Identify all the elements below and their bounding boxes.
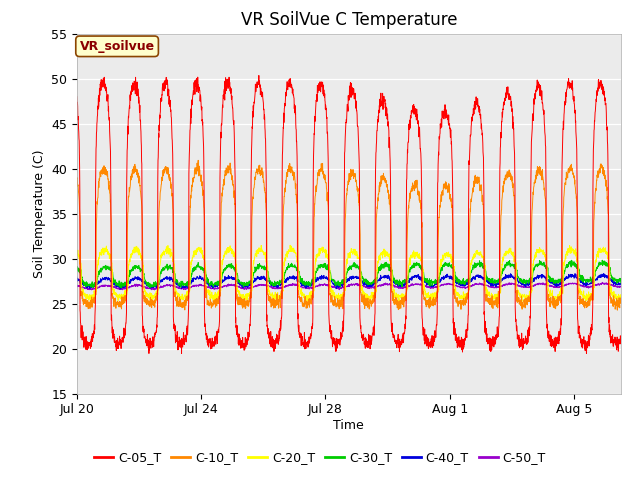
C-20_T [617, 292, 625, 298]
C-05_T [553, 337, 561, 343]
C-30_T [362, 281, 370, 287]
C-10_T [362, 300, 370, 306]
C-20_T [273, 295, 280, 301]
C-20_T [458, 292, 465, 298]
C-20_T [73, 251, 81, 256]
C-40_T [617, 280, 625, 286]
Line: C-20_T: C-20_T [77, 245, 621, 301]
Line: C-10_T: C-10_T [77, 160, 621, 310]
C-05_T [556, 329, 564, 335]
C-05_T [273, 340, 281, 346]
Title: VR SoilVue C Temperature: VR SoilVue C Temperature [241, 11, 457, 29]
C-50_T [599, 279, 607, 285]
Line: C-40_T: C-40_T [77, 274, 621, 289]
X-axis label: Time: Time [333, 419, 364, 432]
C-40_T [556, 280, 564, 286]
C-40_T [552, 280, 560, 286]
C-50_T [273, 286, 280, 292]
Line: C-50_T: C-50_T [77, 282, 621, 290]
C-50_T [362, 284, 370, 289]
C-30_T [556, 278, 564, 284]
C-05_T [255, 72, 262, 78]
C-30_T [552, 280, 560, 286]
C-20_T [553, 296, 561, 301]
C-05_T [73, 94, 81, 99]
C-30_T [73, 265, 81, 271]
C-40_T [362, 282, 370, 288]
C-50_T [457, 284, 465, 290]
C-40_T [116, 286, 124, 292]
C-10_T [151, 304, 159, 310]
C-30_T [273, 281, 280, 287]
Line: C-30_T: C-30_T [77, 260, 621, 288]
C-30_T [598, 257, 606, 263]
C-10_T [273, 300, 280, 306]
Text: VR_soilvue: VR_soilvue [79, 40, 155, 53]
C-30_T [617, 280, 625, 286]
C-50_T [617, 284, 625, 289]
C-10_T [552, 297, 560, 303]
C-05_T [151, 334, 159, 340]
C-10_T [73, 176, 81, 181]
C-20_T [397, 299, 405, 304]
C-30_T [457, 280, 465, 286]
C-30_T [151, 284, 159, 289]
C-10_T [614, 307, 621, 313]
C-05_T [617, 340, 625, 346]
C-40_T [73, 274, 81, 280]
C-05_T [363, 344, 371, 350]
C-20_T [151, 292, 159, 298]
C-05_T [178, 351, 186, 357]
C-50_T [556, 284, 564, 290]
C-50_T [150, 287, 158, 293]
C-40_T [457, 282, 465, 288]
C-50_T [552, 284, 560, 290]
C-40_T [571, 271, 579, 276]
C-20_T [286, 242, 294, 248]
Legend: C-05_T, C-10_T, C-20_T, C-30_T, C-40_T, C-50_T: C-05_T, C-10_T, C-20_T, C-30_T, C-40_T, … [89, 446, 551, 469]
C-50_T [73, 283, 81, 289]
C-10_T [457, 306, 465, 312]
Y-axis label: Soil Temperature (C): Soil Temperature (C) [33, 149, 45, 278]
C-30_T [118, 285, 125, 291]
C-05_T [458, 341, 465, 347]
C-10_T [195, 157, 202, 163]
C-40_T [273, 282, 280, 288]
C-20_T [556, 288, 564, 294]
C-10_T [617, 300, 625, 306]
C-10_T [556, 297, 564, 303]
C-20_T [362, 298, 370, 304]
C-40_T [151, 284, 159, 289]
C-50_T [151, 287, 159, 292]
Line: C-05_T: C-05_T [77, 75, 621, 354]
